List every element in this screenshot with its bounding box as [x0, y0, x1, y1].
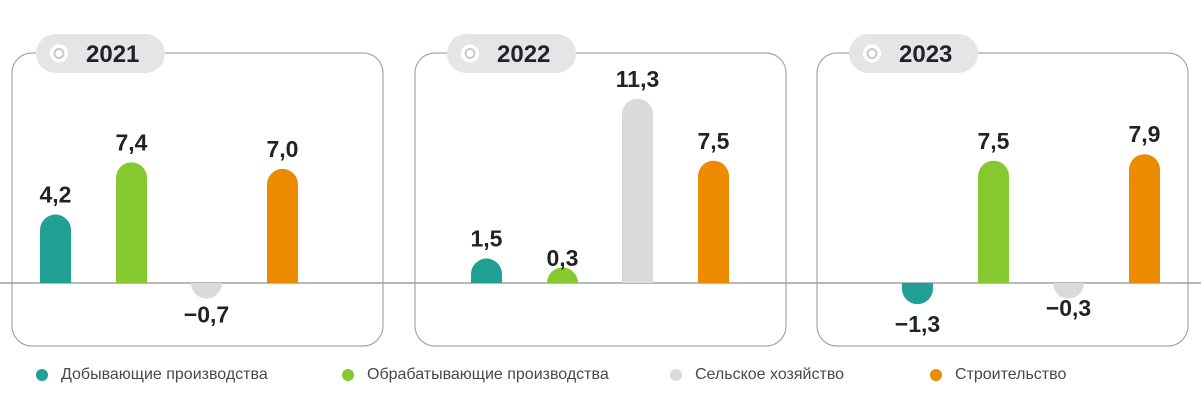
- data-label-agriculture-2021: −0,7: [184, 301, 229, 327]
- legend-label: Строительство: [955, 366, 1067, 383]
- panel-frame-2023: [816, 52, 1189, 347]
- target-icon: [863, 44, 881, 63]
- target-icon: [461, 44, 479, 63]
- bar-agriculture-2021: [191, 283, 222, 299]
- panel-frame-2022: [414, 52, 787, 347]
- target-icon-ring: [53, 48, 65, 59]
- bar-agriculture-2023: [1053, 283, 1084, 299]
- year-pill: [849, 34, 978, 73]
- legend-label: Добывающие производства: [61, 366, 268, 383]
- legend-item-manufacturing: Обрабатывающие производства: [342, 366, 609, 384]
- data-label-agriculture-2023: −0,3: [1046, 295, 1091, 321]
- year-label: 2021: [86, 41, 139, 68]
- data-label-manufacturing-2022: 0,3: [547, 245, 579, 271]
- bar-manufacturing-2023: [978, 160, 1009, 283]
- bar-construction-2022: [698, 160, 729, 283]
- legend-label: Обрабатывающие производства: [367, 366, 609, 383]
- year-pill: [447, 34, 576, 73]
- bar-manufacturing-2021: [116, 162, 147, 283]
- legend-dot: [930, 369, 942, 381]
- bar-mining-2023: [902, 283, 933, 305]
- target-icon-ring: [464, 48, 476, 59]
- data-label-mining-2021: 4,2: [40, 182, 72, 208]
- data-label-manufacturing-2021: 7,4: [116, 129, 148, 155]
- legend-item-mining: Добывающие производства: [36, 366, 268, 384]
- data-label-construction-2023: 7,9: [1129, 121, 1161, 147]
- year-label: 2023: [899, 41, 952, 68]
- panel-frame-2021: [11, 52, 384, 347]
- legend: Добывающие производства Обрабатывающие п…: [0, 366, 1201, 390]
- year-label: 2022: [497, 41, 550, 68]
- legend-item-construction: Строительство: [930, 366, 1066, 384]
- legend-dot: [342, 369, 354, 381]
- data-label-construction-2021: 7,0: [267, 136, 299, 162]
- year-pill: [36, 34, 165, 73]
- bar-construction-2023: [1129, 154, 1160, 283]
- legend-item-agriculture: Сельское хозяйство: [670, 366, 844, 384]
- data-label-mining-2022: 1,5: [471, 226, 503, 252]
- legend-label: Сельское хозяйство: [695, 366, 845, 383]
- data-label-mining-2023: −1,3: [895, 311, 940, 337]
- data-label-construction-2022: 7,5: [698, 128, 730, 154]
- bar-mining-2021: [40, 214, 71, 283]
- target-icon-ring: [866, 48, 878, 59]
- data-label-agriculture-2022: 11,3: [616, 66, 660, 92]
- bar-mining-2022: [471, 258, 502, 283]
- bar-agriculture-2022: [622, 98, 653, 283]
- bar-manufacturing-2022: [547, 267, 578, 283]
- bar-construction-2021: [267, 168, 298, 283]
- data-label-manufacturing-2023: 7,5: [978, 128, 1010, 154]
- legend-dot: [670, 369, 682, 381]
- legend-dot: [36, 369, 48, 381]
- target-icon: [50, 44, 68, 63]
